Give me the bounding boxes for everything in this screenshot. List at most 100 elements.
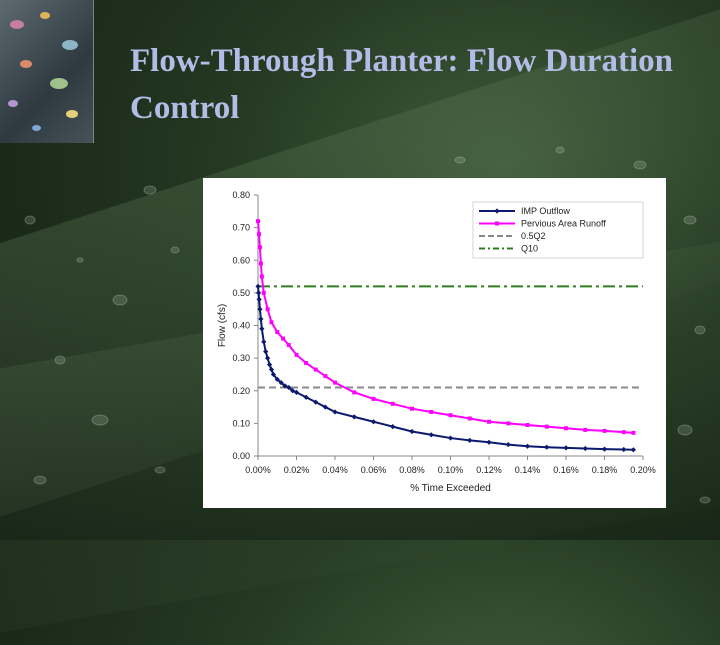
data-point-pervious-area-runoff: [467, 416, 472, 421]
data-point-imp-outflow: [544, 444, 550, 450]
data-point-pervious-area-runoff: [304, 361, 309, 366]
data-point-pervious-area-runoff: [631, 430, 636, 435]
data-point-imp-outflow: [257, 306, 263, 312]
x-tick-label: 0.10%: [438, 465, 464, 475]
data-point-pervious-area-runoff: [410, 406, 414, 411]
flow-duration-chart: 0.00 0.10 0.20 0.30 0.40 0.50 0.60 0.70 0.80 0.00…: [217, 190, 656, 494]
x-tick-label: 0.06%: [361, 465, 387, 475]
x-axis-label: % Time Exceeded: [410, 483, 491, 494]
data-point-imp-outflow: [303, 394, 309, 400]
x-tick-label: 0.12%: [476, 465, 502, 475]
data-point-imp-outflow: [258, 316, 264, 322]
data-point-imp-outflow: [278, 379, 284, 386]
data-point-imp-outflow: [582, 445, 588, 452]
y-tick-label: 0.30: [232, 353, 250, 363]
data-point-pervious-area-runoff: [602, 428, 607, 433]
data-point-pervious-area-runoff: [525, 423, 530, 428]
data-point-imp-outflow: [270, 371, 276, 378]
data-point-pervious-area-runoff: [390, 401, 395, 406]
data-point-imp-outflow: [467, 437, 473, 443]
data-point-imp-outflow: [313, 399, 319, 405]
data-point-pervious-area-runoff: [621, 430, 626, 435]
data-point-pervious-area-runoff: [275, 330, 280, 335]
data-point-pervious-area-runoff: [323, 374, 328, 379]
data-point-imp-outflow: [290, 388, 296, 394]
data-point-imp-outflow: [266, 362, 273, 368]
data-point-imp-outflow: [293, 389, 300, 395]
data-point-pervious-area-runoff: [257, 245, 262, 250]
data-point-pervious-area-runoff: [258, 261, 263, 266]
data-point-imp-outflow: [630, 447, 636, 453]
data-point-pervious-area-runoff: [256, 219, 260, 224]
data-point-pervious-area-runoff: [429, 409, 434, 414]
data-point-pervious-area-runoff: [506, 421, 511, 426]
chart-panel: 0.00 0.10 0.20 0.30 0.40 0.50 0.60 0.70 0.80 0.00…: [203, 178, 666, 508]
data-point-pervious-area-runoff: [265, 307, 270, 312]
x-tick-label: 0.18%: [592, 465, 618, 475]
x-tick-label: 0.14%: [515, 465, 541, 475]
data-point-imp-outflow: [256, 296, 262, 302]
data-point-imp-outflow: [268, 366, 275, 373]
data-point-imp-outflow: [447, 435, 454, 441]
y-tick-label: 0.20: [232, 386, 250, 396]
legend-marker-imp-outflow: [494, 208, 500, 214]
data-point-pervious-area-runoff: [313, 367, 318, 372]
y-tick-label: 0.50: [232, 288, 250, 298]
data-point-pervious-area-runoff: [583, 427, 588, 432]
legend-marker-pervious-area-runoff: [495, 221, 499, 226]
data-point-imp-outflow: [524, 443, 531, 449]
data-point-pervious-area-runoff: [544, 424, 549, 429]
data-point-imp-outflow: [332, 409, 338, 415]
data-point-imp-outflow: [505, 441, 511, 448]
data-point-pervious-area-runoff: [371, 396, 376, 401]
data-point-imp-outflow: [263, 349, 269, 355]
data-point-imp-outflow: [621, 446, 627, 453]
data-point-pervious-area-runoff: [259, 274, 264, 279]
data-point-imp-outflow: [259, 326, 265, 332]
water-drops-thumbnail: [0, 0, 94, 143]
y-tick-label: 0.60: [232, 255, 250, 265]
data-point-pervious-area-runoff: [564, 426, 568, 431]
data-point-pervious-area-runoff: [256, 232, 261, 237]
data-point-pervious-area-runoff: [333, 380, 337, 385]
data-point-pervious-area-runoff: [448, 413, 453, 418]
data-point-imp-outflow: [390, 424, 396, 430]
background-water-drops: [0, 0, 720, 540]
data-point-imp-outflow: [265, 355, 271, 361]
data-point-pervious-area-runoff: [352, 390, 357, 395]
x-tick-label: 0.08%: [399, 465, 425, 475]
data-point-pervious-area-runoff: [286, 343, 291, 348]
data-point-pervious-area-runoff: [261, 290, 266, 295]
legend-label-pervious-area-runoff: Pervious Area Runoff: [521, 219, 606, 229]
x-tick-label: 0.04%: [322, 465, 348, 475]
data-point-imp-outflow: [563, 445, 569, 451]
y-tick-label: 0.70: [232, 223, 250, 233]
data-point-imp-outflow: [351, 414, 357, 420]
y-axis-label: Flow (cfs): [217, 304, 228, 347]
y-tick-label: 0.80: [232, 190, 250, 200]
slide-title: Flow-Through Planter: Flow Duration Cont…: [130, 43, 673, 126]
legend-label-imp-outflow: IMP Outflow: [521, 206, 570, 216]
x-tick-label: 0.00%: [245, 465, 271, 475]
data-point-imp-outflow: [428, 432, 434, 438]
legend-label-q10: Q10: [521, 244, 538, 254]
data-point-pervious-area-runoff: [487, 419, 491, 424]
legend-label-0-5q2: 0.5Q2: [521, 231, 546, 241]
x-tick-label: 0.16%: [553, 465, 579, 475]
data-point-imp-outflow: [486, 439, 492, 445]
data-point-imp-outflow: [255, 283, 261, 289]
y-tick-label: 0.00: [232, 451, 250, 461]
y-tick-label: 0.40: [232, 321, 250, 331]
data-point-imp-outflow: [409, 428, 415, 435]
data-point-imp-outflow: [370, 419, 377, 425]
data-point-imp-outflow: [274, 376, 280, 382]
series-line-pervious-area-runoff: [257, 221, 634, 434]
x-tick-label: 0.20%: [630, 465, 656, 475]
x-tick-label: 0.02%: [284, 465, 310, 475]
data-point-imp-outflow: [255, 290, 262, 296]
data-point-pervious-area-runoff: [269, 320, 274, 325]
y-tick-label: 0.10: [232, 418, 250, 428]
data-point-imp-outflow: [261, 339, 267, 345]
data-point-imp-outflow: [601, 446, 608, 452]
data-point-pervious-area-runoff: [294, 352, 299, 357]
